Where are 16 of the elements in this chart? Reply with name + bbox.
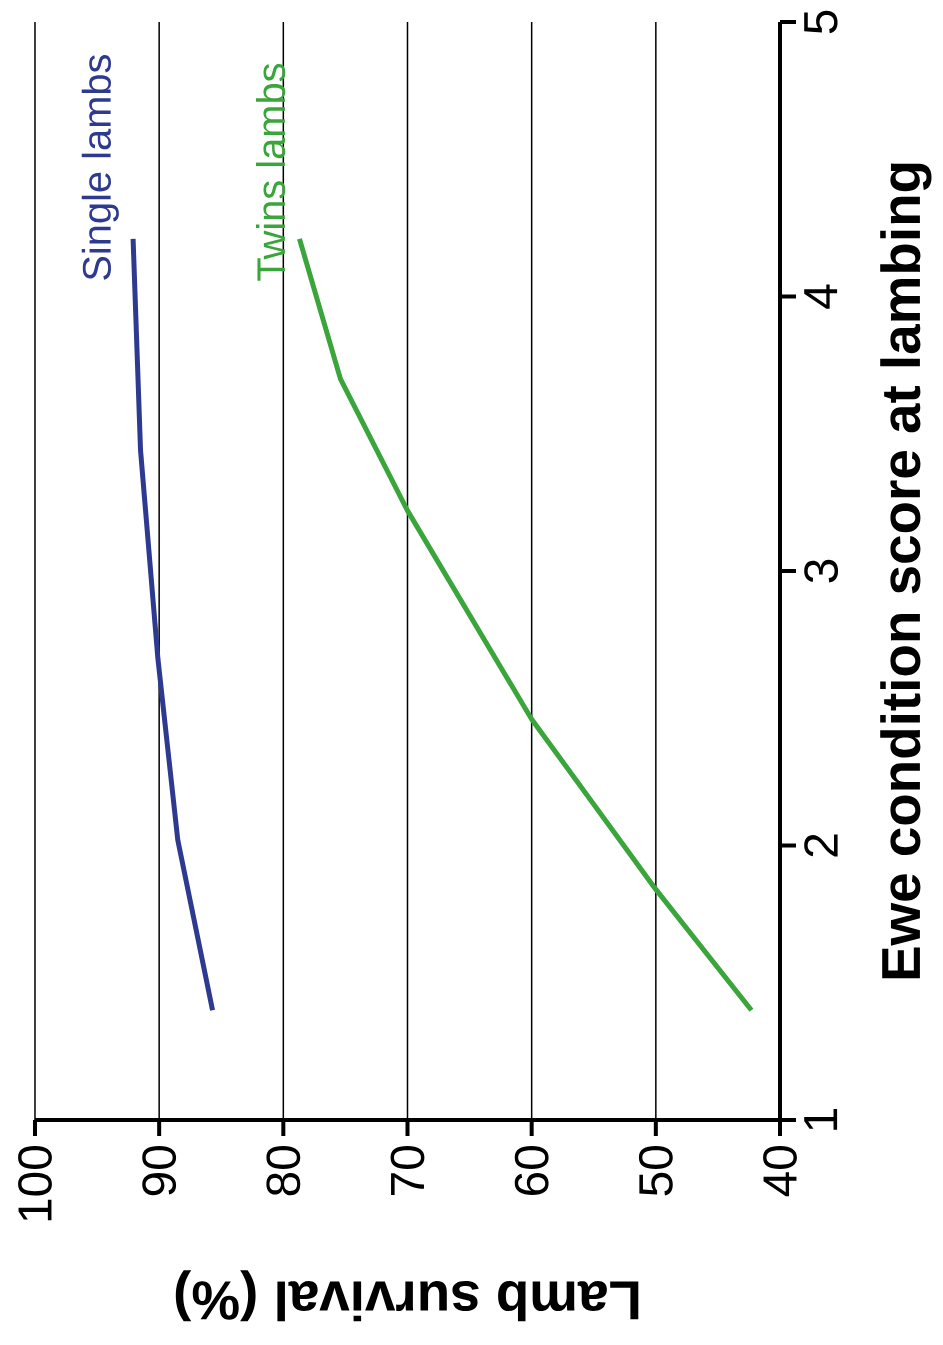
- y-tick-label: 2: [804, 834, 838, 857]
- y-tick-label: 4: [804, 284, 838, 309]
- text: Twins lambs: [256, 63, 286, 281]
- y-tick-label: 5: [804, 10, 838, 34]
- y-axis-title: Ewe condition score at lambing: [880, 163, 932, 979]
- y-tick-label: 1: [804, 1109, 838, 1130]
- x-tick-label: 100: [18, 1146, 52, 1221]
- text: Single lambs: [81, 55, 119, 280]
- x-tick-label: 70: [390, 1146, 425, 1195]
- x-tick-label: 50: [638, 1146, 673, 1196]
- x-tick-label: 40: [763, 1146, 797, 1197]
- x-tick-label: 80: [266, 1146, 301, 1196]
- x-tick-label: 60: [514, 1146, 549, 1195]
- x-axis-title: Lamb survival (%): [175, 1270, 639, 1322]
- y-tick-label: 3: [804, 559, 839, 583]
- x-tick-label: 90: [142, 1146, 177, 1196]
